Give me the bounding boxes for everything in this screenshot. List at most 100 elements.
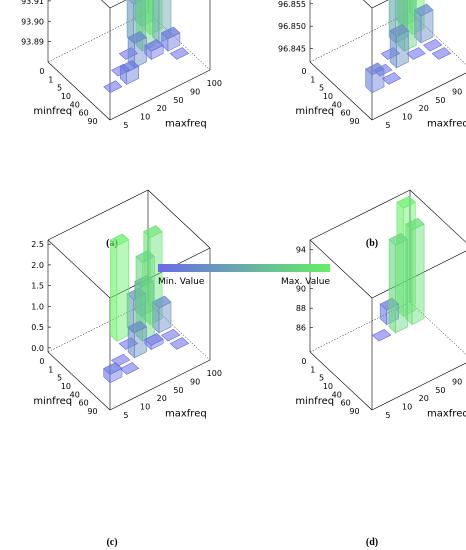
z-tick-label: 1.5 bbox=[31, 282, 44, 291]
z-tick-label: 94 bbox=[296, 246, 306, 255]
minfreq-tick-label: 60 bbox=[79, 109, 89, 118]
z-tick-label: 2.5 bbox=[31, 240, 44, 249]
bars-group bbox=[103, 0, 190, 94]
panel-label: (c) bbox=[106, 537, 117, 548]
maxfreq-tick-label: 90 bbox=[452, 378, 462, 387]
minfreq-tick-label: 90 bbox=[349, 407, 359, 416]
z-tick-label: 0.0 bbox=[31, 344, 44, 353]
minfreq-tick-label: 10 bbox=[61, 382, 71, 391]
bars-group bbox=[371, 195, 425, 342]
minfreq-tick-label: 10 bbox=[61, 92, 71, 101]
bar bbox=[103, 362, 123, 384]
minfreq-tick-label: 90 bbox=[349, 117, 359, 126]
maxfreq-tick-label: 10 bbox=[140, 403, 150, 412]
bar bbox=[169, 47, 190, 60]
minfreq-tick-label: 90 bbox=[87, 407, 97, 416]
bar bbox=[389, 24, 410, 69]
maxfreq-tick-label: 50 bbox=[173, 386, 183, 395]
minfreq-tick-label: 5 bbox=[319, 374, 324, 383]
bar bbox=[160, 26, 181, 52]
minfreq-tick-label: 1 bbox=[48, 75, 53, 84]
bar bbox=[405, 217, 425, 326]
maxfreq-tick-label: 10 bbox=[402, 113, 412, 122]
z-tick-label: 88 bbox=[296, 304, 306, 313]
minfreq-tick-label: 40 bbox=[70, 390, 80, 399]
minfreq-axis-label: minfreq bbox=[33, 396, 72, 407]
minfreq-tick-label: 0 bbox=[39, 67, 44, 76]
bar bbox=[127, 31, 148, 69]
minfreq-tick-label: 0 bbox=[39, 357, 44, 366]
chart-panel-2: 96.84596.85096.85596.86096.8650151040609… bbox=[278, 0, 466, 249]
legend-min-label: Min. Value bbox=[158, 277, 205, 287]
z-tick-label: 2.0 bbox=[31, 261, 44, 270]
minfreq-axis-label: minfreq bbox=[295, 106, 334, 117]
minfreq-tick-label: 60 bbox=[341, 399, 351, 408]
minfreq-tick-label: 1 bbox=[310, 75, 315, 84]
minfreq-tick-label: 10 bbox=[323, 92, 333, 101]
bar bbox=[406, 47, 426, 60]
bar bbox=[103, 80, 123, 94]
minfreq-tick-label: 5 bbox=[57, 84, 62, 93]
minfreq-tick-label: 90 bbox=[87, 117, 97, 126]
bar bbox=[152, 295, 172, 334]
minfreq-tick-label: 0 bbox=[301, 357, 306, 366]
bar bbox=[119, 59, 140, 86]
z-tick-label: 93.90 bbox=[21, 17, 44, 26]
maxfreq-tick-label: 10 bbox=[402, 403, 412, 412]
maxfreq-tick-label: 50 bbox=[435, 386, 445, 395]
maxfreq-axis-label: maxfreq bbox=[427, 409, 466, 420]
maxfreq-tick-label: 50 bbox=[435, 96, 445, 105]
bar bbox=[169, 337, 190, 350]
maxfreq-tick-label: 5 bbox=[123, 121, 128, 130]
axis-box bbox=[309, 189, 466, 411]
minfreq-tick-label: 40 bbox=[332, 100, 342, 109]
z-tick-label: 96.845 bbox=[278, 45, 306, 54]
maxfreq-tick-label: 5 bbox=[385, 411, 390, 420]
z-tick-label: 0.5 bbox=[31, 323, 44, 332]
maxfreq-tick-label: 90 bbox=[452, 88, 462, 97]
maxfreq-tick-label: 5 bbox=[385, 121, 390, 130]
maxfreq-tick-label: 90 bbox=[190, 88, 200, 97]
minfreq-tick-label: 60 bbox=[79, 399, 89, 408]
minfreq-axis-label: minfreq bbox=[295, 396, 334, 407]
maxfreq-axis-label: maxfreq bbox=[165, 119, 207, 130]
legend-max-label: Max. Value bbox=[281, 277, 331, 287]
bar bbox=[371, 328, 392, 342]
bar bbox=[414, 3, 434, 44]
maxfreq-axis-label: maxfreq bbox=[427, 119, 466, 130]
maxfreq-tick-label: 20 bbox=[419, 104, 429, 113]
legend: Min. Value Max. Value bbox=[158, 264, 330, 287]
z-tick-label: 96.855 bbox=[278, 0, 306, 9]
bar bbox=[422, 38, 443, 52]
minfreq-tick-label: 40 bbox=[70, 100, 80, 109]
maxfreq-tick-label: 50 bbox=[173, 96, 183, 105]
chart-panel-4: 868890929401510406090510205090100minfreq… bbox=[295, 189, 466, 548]
bar bbox=[127, 320, 148, 359]
minfreq-tick-label: 0 bbox=[301, 67, 306, 76]
minfreq-axis-label: minfreq bbox=[33, 106, 72, 117]
minfreq-tick-label: 5 bbox=[319, 84, 324, 93]
z-tick-label: 1.0 bbox=[31, 302, 44, 311]
panel-label: (b) bbox=[366, 238, 378, 249]
bars-group bbox=[103, 225, 190, 384]
panels-group: 93.8993.9093.9193.9293.93015104060905102… bbox=[21, 0, 466, 548]
minfreq-tick-label: 60 bbox=[341, 109, 351, 118]
maxfreq-tick-label: 20 bbox=[419, 394, 429, 403]
chart-panel-1: 93.8993.9093.9193.9293.93015104060905102… bbox=[21, 0, 222, 249]
bar bbox=[119, 362, 140, 375]
maxfreq-tick-label: 90 bbox=[190, 378, 200, 387]
z-tick-label: 86 bbox=[296, 324, 306, 333]
bar bbox=[160, 328, 181, 342]
minfreq-tick-label: 40 bbox=[332, 390, 342, 399]
z-tick-label: 96.850 bbox=[278, 22, 306, 31]
axis-box bbox=[47, 189, 211, 411]
minfreq-tick-label: 1 bbox=[48, 365, 53, 374]
maxfreq-tick-label: 20 bbox=[157, 394, 167, 403]
bar bbox=[431, 47, 452, 60]
minfreq-tick-label: 1 bbox=[310, 365, 315, 374]
maxfreq-tick-label: 10 bbox=[140, 113, 150, 122]
maxfreq-tick-label: 20 bbox=[157, 104, 167, 113]
z-tick-label: 90 bbox=[296, 285, 306, 294]
